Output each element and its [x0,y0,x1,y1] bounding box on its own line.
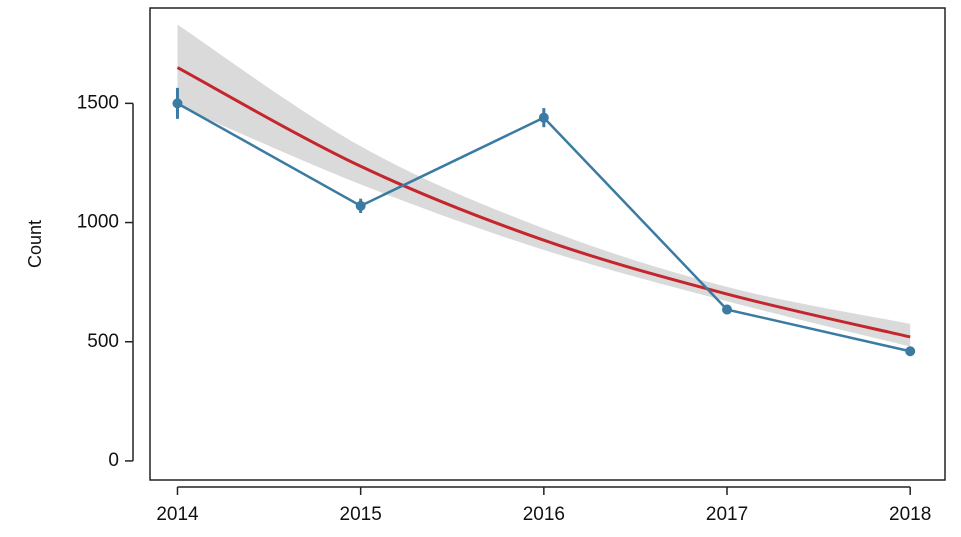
y-tick-label: 1000 [77,212,119,233]
x-tick-label: 2014 [156,504,199,525]
point [172,98,183,109]
y-tick-label: 1500 [77,92,119,113]
point [905,346,916,357]
plot-box [149,7,946,481]
point [355,200,366,211]
point [538,112,549,123]
y-tick-label: 0 [108,450,119,471]
fit-line [176,66,911,339]
y-axis-label: Count [25,220,45,268]
x-tick-label: 2016 [523,504,565,525]
x-tick-label: 2018 [889,504,931,525]
confidence-band [177,24,911,347]
x-tick-label: 2017 [706,504,748,525]
point [722,304,733,315]
x-tick-label: 2015 [340,504,382,525]
y-tick-label: 500 [87,331,119,352]
